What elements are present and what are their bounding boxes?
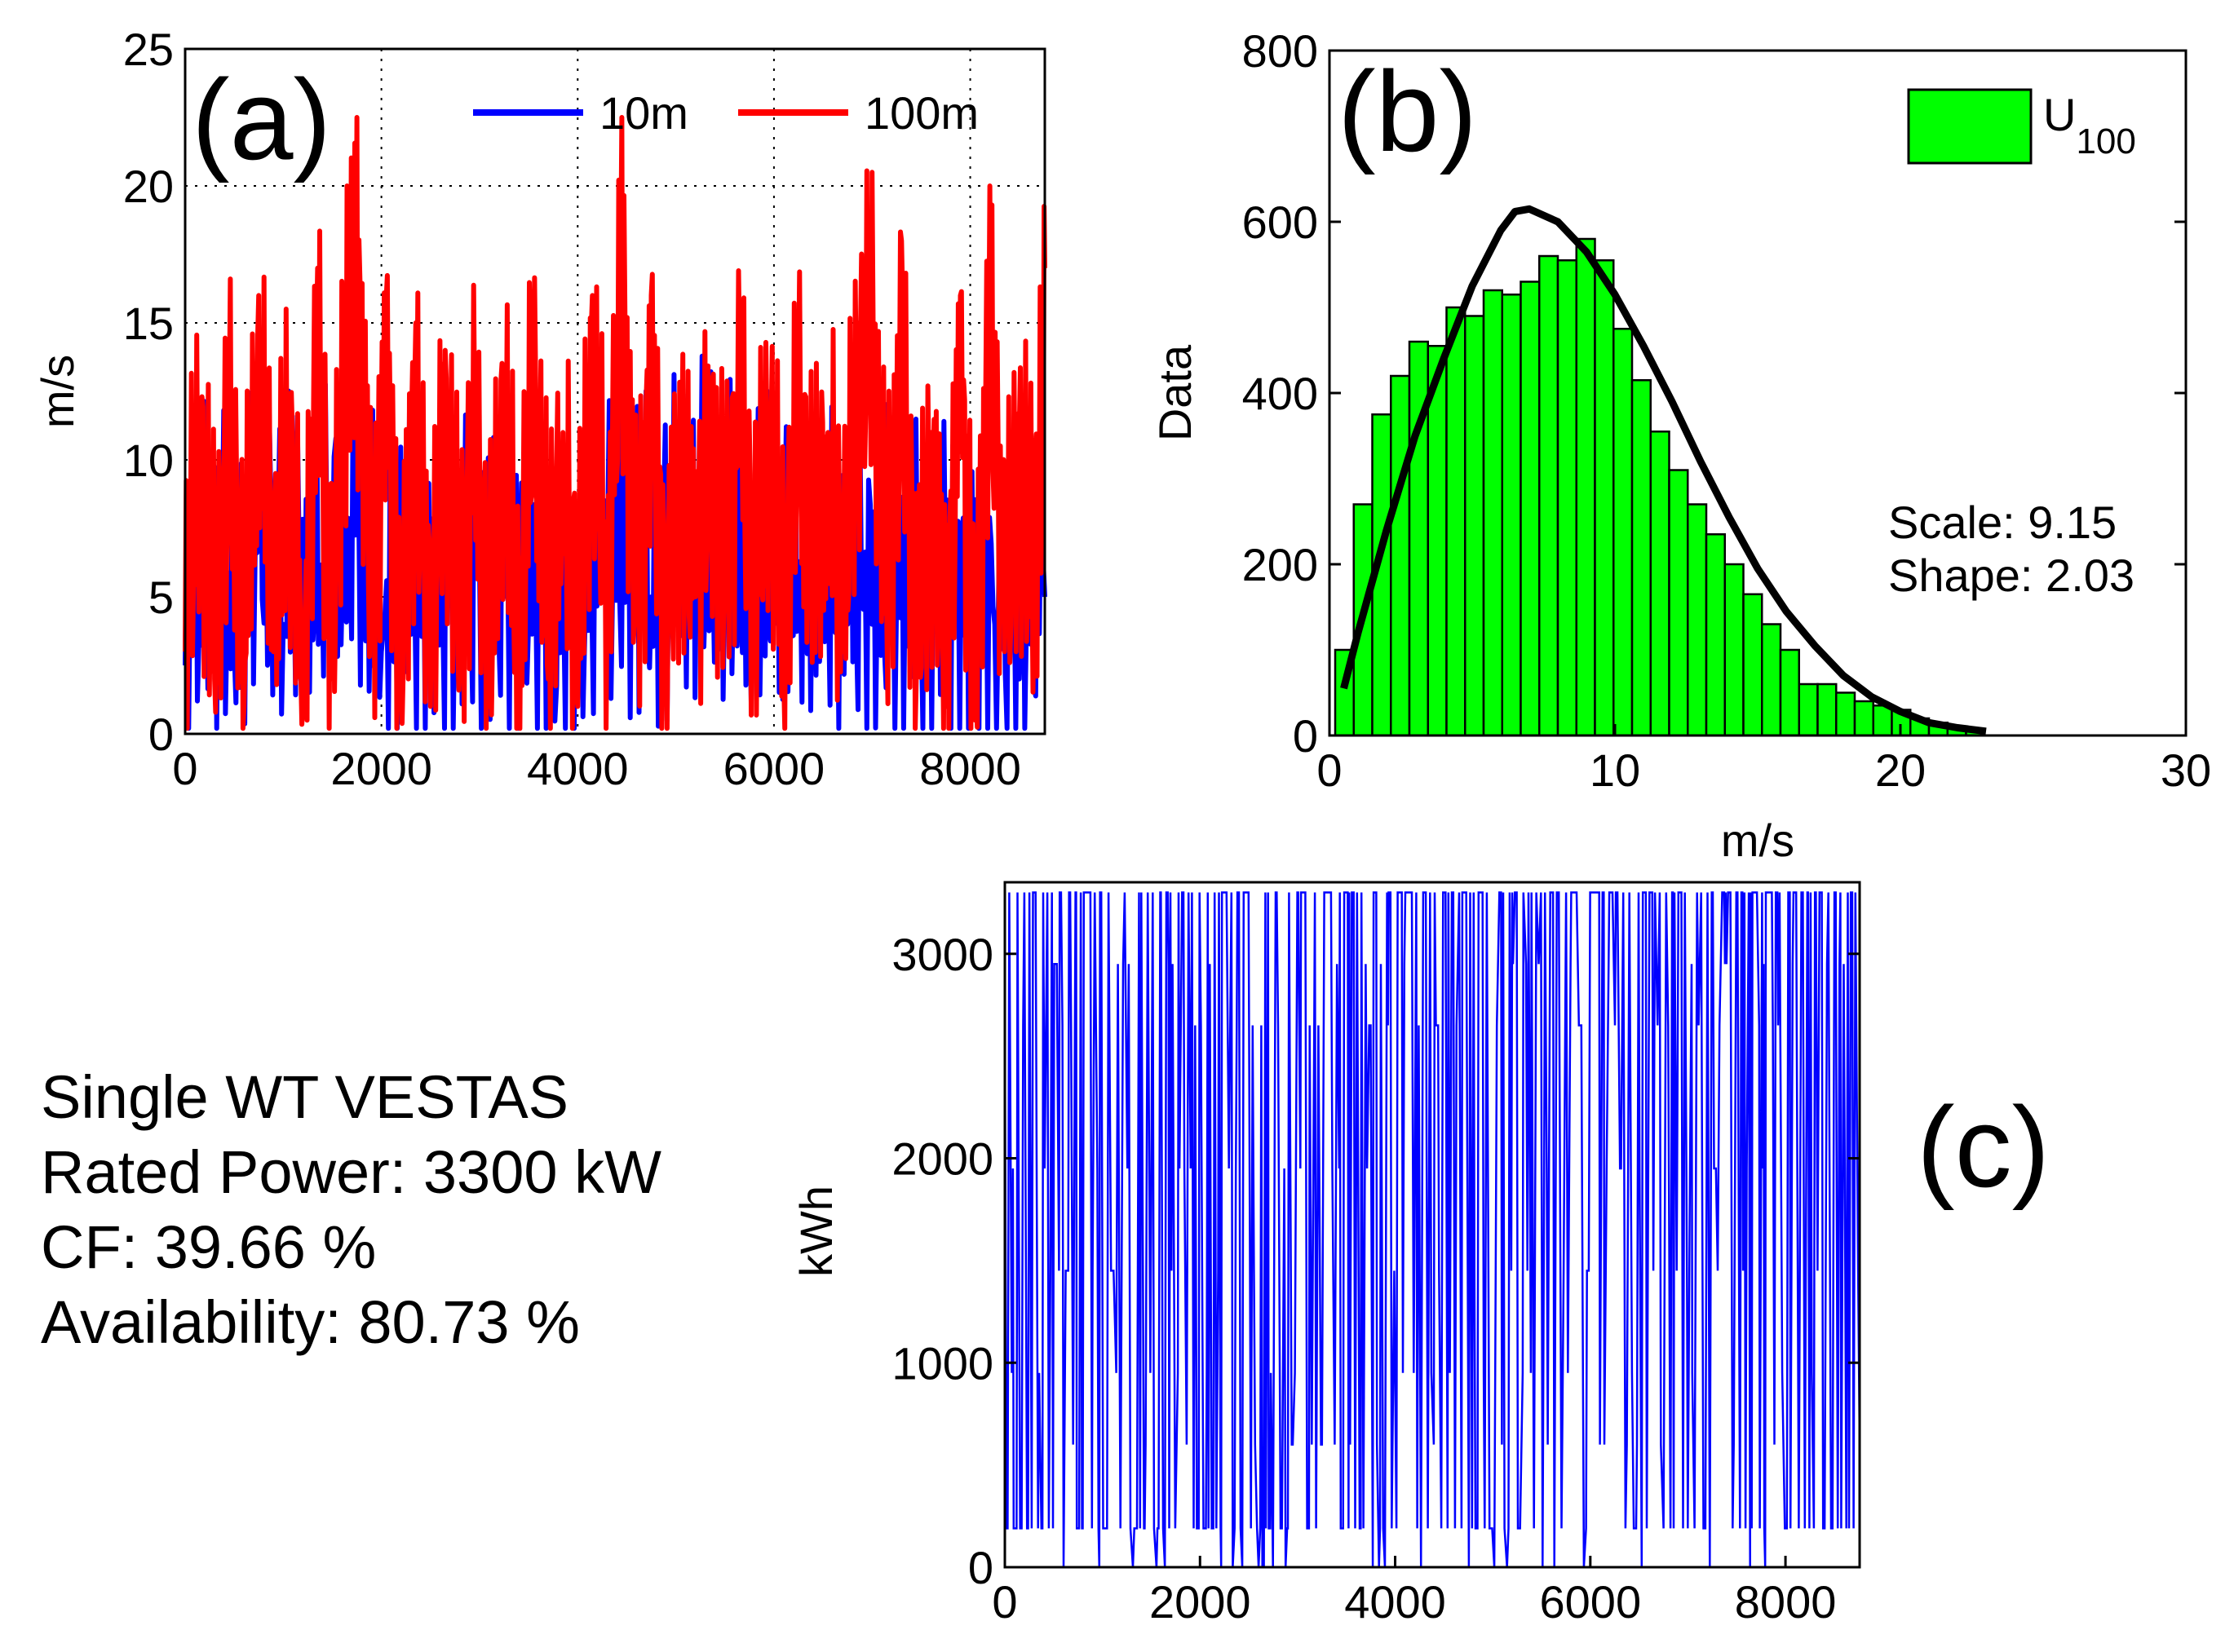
annotation-scale: Scale: 9.15 — [1888, 497, 2117, 548]
panel-label: (b) — [1338, 47, 1477, 175]
histogram-bar — [1723, 563, 1745, 737]
x-tick-label: 4000 — [1344, 1576, 1446, 1628]
histogram-bar — [1612, 328, 1634, 737]
histogram-bar — [1501, 294, 1522, 737]
x-tick-labels: 0 2000 4000 6000 8000 — [172, 743, 1020, 794]
histogram-bar — [1872, 705, 1893, 737]
annotation-shape: Shape: 2.03 — [1888, 550, 2134, 601]
x-tick-label: 0 — [172, 743, 197, 794]
histogram-bar — [1761, 623, 1782, 737]
availability: Availability: 80.73 % — [41, 1288, 580, 1356]
y-tick-label: 3000 — [891, 929, 993, 980]
histogram-bar — [1779, 648, 1800, 737]
x-tick-label: 6000 — [1540, 1576, 1642, 1628]
x-tick-labels: 0 10 20 30 — [1316, 724, 2211, 796]
histogram-bar — [1538, 254, 1559, 737]
x-tick-labels: 0 2000 4000 6000 8000 — [992, 1556, 1836, 1628]
histogram-bar — [1464, 315, 1485, 737]
y-axis-label: m/s — [32, 355, 83, 428]
panel-c: 0 2000 4000 6000 8000 0 1000 2000 3000 kWh (c) — [790, 881, 2050, 1628]
y-tick-label: 15 — [123, 298, 174, 349]
legend: U100 — [1907, 88, 2136, 165]
x-tick-label: 4000 — [527, 743, 629, 794]
x-tick-label: 2000 — [330, 743, 432, 794]
legend-swatch — [1907, 88, 2033, 165]
panel-a: 0 2000 4000 6000 8000 0 5 10 15 20 25 m/s (a) 10m… — [32, 24, 1047, 794]
histogram-bar — [1427, 345, 1448, 737]
series-line — [1003, 891, 1861, 1569]
y-axis-label: Data — [1149, 344, 1201, 441]
y-tick-label: 200 — [1242, 539, 1318, 590]
y-axis-label: kWh — [790, 1186, 842, 1277]
y-tick-label: 10 — [123, 435, 174, 486]
histogram-bar — [1816, 682, 1838, 737]
y-tick-label: 800 — [1242, 25, 1318, 77]
x-tick-label: 20 — [1875, 744, 1926, 796]
capacity-factor: CF: 39.66 % — [41, 1213, 377, 1281]
y-tick-labels: 0 5 10 15 20 25 — [123, 24, 174, 760]
series-100m — [183, 115, 1047, 731]
series-power — [1003, 891, 1861, 1569]
histogram-bar — [1853, 700, 1874, 737]
rated-power: Rated Power: 3300 kW — [41, 1138, 661, 1206]
axes-frame — [1003, 881, 1861, 1569]
x-tick-label: 8000 — [1735, 1576, 1837, 1628]
y-tick-label: 25 — [123, 24, 174, 75]
histogram-bar — [1742, 593, 1763, 737]
x-tick-label: 6000 — [723, 743, 825, 794]
x-tick-label: 8000 — [919, 743, 1021, 794]
turbine-model: Single WT VESTAS — [41, 1063, 569, 1131]
histogram-bar — [1390, 374, 1411, 737]
y-tick-label: 2000 — [891, 1133, 993, 1185]
histogram-bar — [1594, 259, 1615, 737]
histogram-bar — [1668, 469, 1689, 737]
panel-label: (c) — [1917, 1083, 2050, 1211]
histogram-bar — [1445, 306, 1466, 737]
legend-label-10m: 10m — [599, 87, 688, 139]
y-tick-label: 0 — [968, 1542, 993, 1593]
x-tick-label: 30 — [2161, 744, 2211, 796]
legend-label-100m: 100m — [865, 87, 979, 139]
histogram-bar — [1482, 289, 1503, 737]
y-tick-label: 400 — [1242, 368, 1318, 419]
legend: 10m 100m — [473, 87, 979, 139]
series-lines — [183, 115, 1047, 731]
panel-label: (a) — [192, 55, 331, 183]
legend-label: U100 — [2043, 89, 2136, 161]
histogram-bars — [1334, 237, 1986, 737]
x-axis-label: m/s — [1721, 815, 1794, 866]
axes-frame — [184, 47, 1046, 735]
histogram-bar — [1575, 237, 1596, 737]
y-tick-label: 0 — [148, 709, 174, 760]
histogram-bar — [1835, 691, 1856, 737]
histogram-bar — [1687, 503, 1708, 737]
weibull-fit-curve — [1340, 205, 1987, 735]
x-tick-label: 2000 — [1149, 1576, 1251, 1628]
legend-label-main: U — [2043, 89, 2076, 140]
y-tick-label: 1000 — [891, 1337, 993, 1389]
legend-label-subscript: 100 — [2076, 121, 2135, 161]
histogram-bar — [1705, 533, 1726, 737]
y-tick-label: 5 — [148, 572, 174, 623]
turbine-info: Single WT VESTAS Rated Power: 3300 kW CF… — [41, 1060, 661, 1360]
x-tick-label: 0 — [992, 1576, 1017, 1628]
y-tick-label: 0 — [1293, 710, 1318, 762]
histogram-bar — [1649, 431, 1670, 737]
histogram-bar — [1556, 259, 1577, 737]
y-tick-labels: 0 200 400 600 800 — [1242, 25, 2186, 762]
y-tick-labels: 0 1000 2000 3000 — [891, 929, 1860, 1593]
histogram-bar — [1630, 379, 1652, 737]
histogram-bar — [1798, 682, 1819, 737]
x-tick-label: 10 — [1590, 744, 1640, 796]
x-tick-label: 0 — [1316, 744, 1342, 796]
y-tick-label: 600 — [1242, 197, 1318, 248]
histogram-bar — [1520, 280, 1541, 737]
y-tick-label: 20 — [123, 161, 174, 212]
